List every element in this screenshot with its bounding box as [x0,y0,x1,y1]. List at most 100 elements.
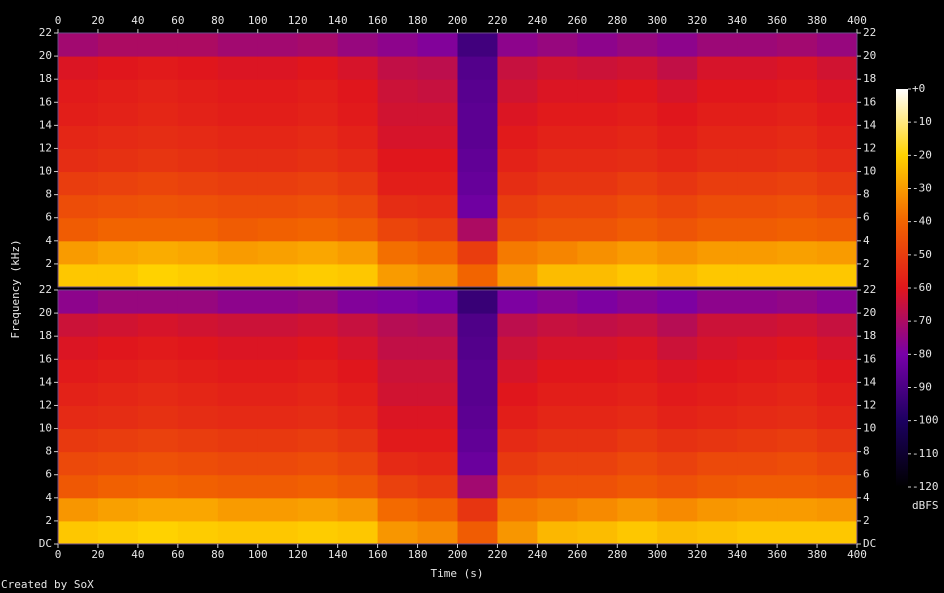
spectrum-cell [217,313,259,337]
spectrum-cell [297,428,339,453]
spectrum-cell [617,290,658,314]
spectrum-cell [457,171,498,196]
spectrum-cell [697,125,738,149]
x-tick-label: 60 [171,14,184,27]
y-tick-label: 14 [39,118,53,131]
spectrum-cell [817,79,858,103]
spectrum-cell [177,33,219,57]
spectrum-cell [737,313,778,337]
spectrum-cell [457,79,498,103]
spectrum-cell [737,148,778,173]
spectrum-cell [817,171,858,196]
spectrum-cell [217,125,259,149]
spectrum-cell [58,405,99,430]
y-tick-label: 8 [863,188,870,201]
spectrum-cell [58,382,99,406]
spectrum-cell [697,290,738,314]
spectrum-cell [657,56,698,80]
spectrum-cell [577,148,618,173]
y-tick-label: 4 [863,491,870,504]
spectrum-cell [97,240,139,265]
y-tick-label: 14 [863,118,877,131]
spectrum-cell [58,125,99,149]
spectrum-cell [217,102,259,126]
spectrum-cell [297,125,339,149]
spectrum-cell [257,102,299,126]
spectrum-cell [58,520,99,545]
spectrum-cell [457,56,498,80]
spectrum-cell [777,171,818,196]
spectrum-cell [297,290,339,314]
spectrum-cell [177,102,219,126]
spectrum-cell [697,263,738,288]
spectrum-cell [617,382,658,406]
spectrum-cell [497,33,538,57]
spectrum-cell [697,217,738,242]
x-tick-label: 0 [55,548,62,561]
spectrum-cell [177,359,219,383]
y-tick-label: DC [863,537,876,550]
spectrum-cell [457,405,498,430]
spectrum-cell [217,359,259,383]
spectrum-cell [657,497,698,522]
spectrum-cell [657,474,698,499]
spectrum-cell [297,451,339,476]
spectrum-cell [697,313,738,337]
spectrum-cell [737,290,778,314]
spectrum-cell [737,194,778,219]
spectrum-cell [657,290,698,314]
spectrum-cell [777,313,818,337]
spectrum-cell [577,240,618,265]
spectrum-cell [377,56,419,80]
spectrum-cell [217,217,259,242]
spectrum-cell [337,290,379,314]
spectrum-cell [777,240,818,265]
x-tick-label: 360 [767,14,787,27]
spectrum-cell [817,405,858,430]
spectrum-cell [577,171,618,196]
spectrum-cell [697,520,738,545]
spectrum-cell [337,125,379,149]
spectrum-cell [137,359,179,383]
spectrum-cell [97,313,139,337]
spectrum-cell [297,33,339,57]
spectrum-cell [737,336,778,360]
spectrum-cell [137,313,179,337]
y-tick-label: 4 [45,234,52,247]
spectrum-cell [817,497,858,522]
spectrum-cell [617,497,658,522]
spectrum-cell [777,102,818,126]
spectrum-cell [537,359,578,383]
spectrum-cell [457,33,498,57]
spectrum-cell [257,313,299,337]
y-tick-label: 22 [863,26,876,39]
spectrum-cell [137,33,179,57]
spectrum-cell [657,313,698,337]
colorbar-tick-label: -100 [912,414,939,427]
spectrum-cell [497,148,538,173]
spectrum-cell [297,263,339,288]
spectrum-cell [417,217,458,242]
spectrum-cell [657,217,698,242]
spectrum-cell [737,428,778,453]
spectrum-cell [577,359,618,383]
x-tick-label: 60 [171,548,184,561]
spectrum-cell [497,313,538,337]
spectrum-cell [777,451,818,476]
y-tick-label: 10 [39,422,52,435]
y-tick-label: 6 [45,211,52,224]
colorbar-tick-label: +0 [912,82,925,95]
spectrum-cell [257,194,299,219]
spectrum-cell [417,102,458,126]
spectrum-cell [577,33,618,57]
x-tick-label: 120 [288,548,308,561]
spectrum-cell [777,194,818,219]
spectrum-cell [297,171,339,196]
spectrum-cell [817,33,858,57]
spectrum-cell [137,497,179,522]
spectrum-cell [657,520,698,545]
colorbar-tick-label: -120 [912,480,939,493]
spectrum-cell [777,497,818,522]
y-tick-label: 2 [45,257,52,270]
